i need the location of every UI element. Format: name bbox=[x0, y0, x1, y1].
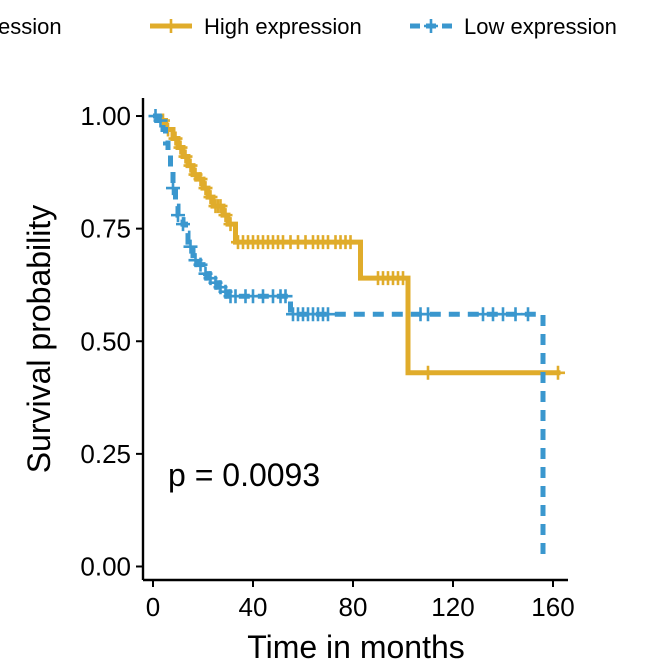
censor-mark bbox=[176, 217, 190, 232]
censor-mark bbox=[183, 158, 198, 173]
censor-mark bbox=[321, 307, 335, 322]
censor-mark bbox=[171, 208, 185, 223]
series-group bbox=[148, 109, 565, 562]
censor-mark bbox=[153, 113, 168, 128]
censor-mark bbox=[496, 307, 510, 322]
y-tick-label: 0.75 bbox=[80, 214, 131, 244]
y-tick-label: 0.00 bbox=[80, 551, 131, 581]
legend-key-high-expression bbox=[150, 19, 192, 33]
censor-mark bbox=[213, 199, 228, 214]
censor-mark bbox=[168, 131, 183, 146]
legend-label-low-expression: Low expression bbox=[464, 14, 617, 39]
legend: ession High expression Low expression bbox=[0, 14, 617, 39]
y-tick-label: 0.25 bbox=[80, 439, 131, 469]
censor-mark bbox=[183, 239, 198, 254]
x-tick-label: 80 bbox=[339, 592, 368, 622]
censor-mark bbox=[551, 365, 565, 380]
x-axis-ticks: 0 40 80 120 160 bbox=[146, 580, 575, 622]
censor-mark bbox=[521, 307, 535, 322]
censor-mark bbox=[193, 257, 208, 272]
x-tick-label: 120 bbox=[431, 592, 474, 622]
y-tick-label: 1.00 bbox=[80, 101, 131, 131]
censor-mark bbox=[278, 289, 293, 304]
censor-mark bbox=[421, 307, 435, 322]
series-low-expression bbox=[148, 109, 546, 562]
censor-mark bbox=[218, 208, 233, 223]
censor-mark bbox=[508, 307, 523, 322]
censor-mark bbox=[193, 172, 208, 187]
censor-mark bbox=[166, 181, 180, 196]
censor-mark bbox=[178, 149, 193, 164]
y-axis-label: Survival probability bbox=[21, 205, 57, 474]
y-axis-ticks: 0.00 0.25 0.50 0.75 1.00 bbox=[80, 101, 143, 581]
legend-key-low-expression bbox=[410, 19, 452, 33]
x-tick-label: 0 bbox=[146, 592, 160, 622]
censor-mark bbox=[396, 271, 410, 286]
x-tick-label: 160 bbox=[531, 592, 574, 622]
series-high-expression bbox=[153, 113, 565, 380]
censor-mark bbox=[223, 217, 238, 232]
km-curve-low-expression bbox=[153, 113, 546, 562]
km-curve-high-expression bbox=[153, 113, 561, 376]
legend-title: ession bbox=[0, 14, 62, 39]
censor-mark bbox=[198, 181, 213, 196]
p-value-annotation: p = 0.0093 bbox=[168, 457, 320, 493]
x-tick-label: 40 bbox=[239, 592, 268, 622]
legend-label-high-expression: High expression bbox=[204, 14, 362, 39]
censor-mark bbox=[203, 190, 218, 205]
censor-mark bbox=[173, 140, 188, 155]
censor-mark bbox=[421, 365, 435, 380]
x-axis-label: Time in months bbox=[247, 629, 465, 665]
y-tick-label: 0.50 bbox=[80, 326, 131, 356]
censor-mark bbox=[343, 235, 358, 250]
